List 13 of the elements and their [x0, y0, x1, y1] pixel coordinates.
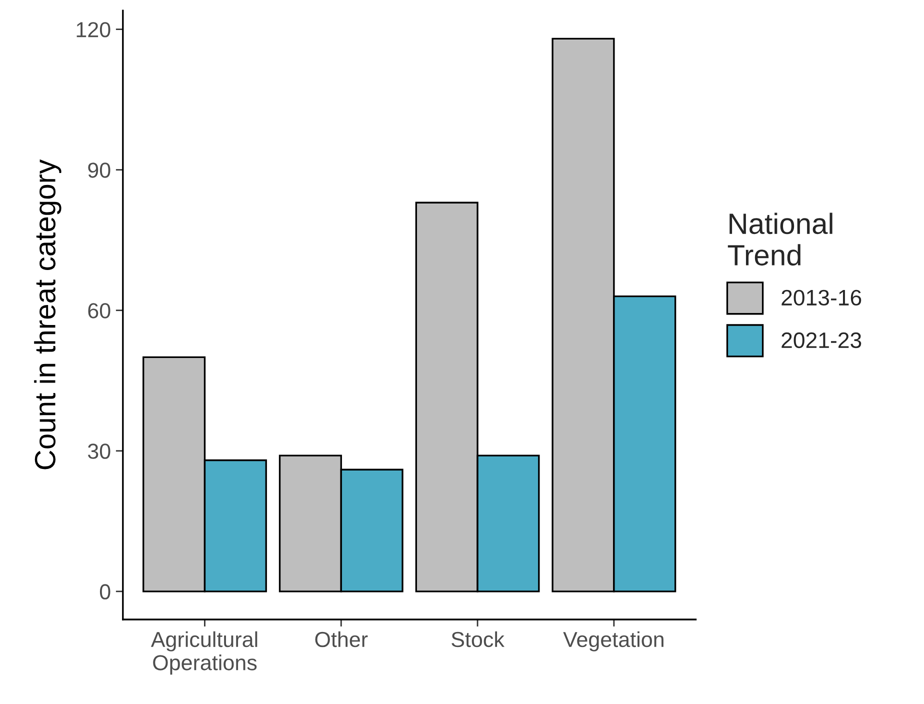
x-tick-label: Stock [452, 631, 504, 648]
legend-title: National Trend [728, 212, 832, 266]
y-tick-label: 120 [76, 22, 110, 38]
x-tick-label: Agricultural Operations [150, 631, 258, 675]
y-axis-title: Count in threat category [34, 159, 62, 470]
x-tick-label: Vegetation [563, 631, 664, 652]
y-tick-label: 90 [88, 162, 110, 178]
y-tick-label: 30 [88, 444, 110, 459]
x-tick-label: Other [315, 631, 368, 648]
y-tick-label: 0 [100, 584, 110, 600]
legend-label: 2013-16 [782, 290, 862, 306]
y-tick-label: 60 [88, 303, 110, 318]
legend-label: 2021-23 [782, 332, 862, 348]
